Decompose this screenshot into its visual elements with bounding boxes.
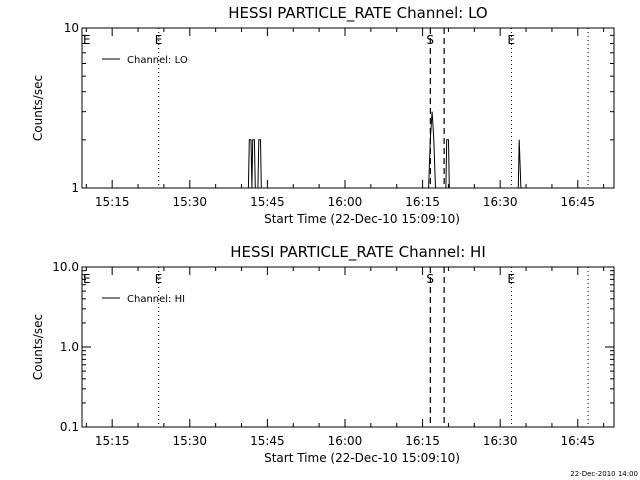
edge-marker-label: E — [83, 33, 91, 47]
x-tick-label: 15:30 — [172, 195, 207, 209]
x-tick-label: 16:30 — [483, 434, 518, 448]
plot-frame — [81, 27, 615, 189]
y-axis-label: Counts/sec — [31, 75, 45, 141]
footer-timestamp: 22-Dec-2010 14:00 — [570, 470, 638, 478]
x-tick-label: 16:30 — [483, 195, 518, 209]
edge-marker-label: E — [83, 272, 91, 286]
x-tick-label: 16:15 — [405, 434, 440, 448]
marker-label: E — [155, 33, 163, 47]
y-tick-label: 1.0 — [60, 340, 79, 354]
x-tick-label: 16:00 — [328, 195, 363, 209]
x-tick-label: 15:45 — [250, 434, 285, 448]
plot-frame — [81, 266, 615, 428]
y-axis-label: Counts/sec — [31, 314, 45, 380]
x-tick-label: 15:30 — [172, 434, 207, 448]
y-tick-label: 10 — [64, 21, 79, 35]
x-axis-label: Start Time (22-Dec-10 15:09:10) — [264, 451, 460, 465]
legend-label: Channel: LO — [127, 55, 188, 66]
legend-label: Channel: HI — [127, 294, 185, 305]
x-axis-label: Start Time (22-Dec-10 15:09:10) — [264, 212, 460, 226]
x-tick-label: 15:15 — [95, 195, 130, 209]
chart-title: HESSI PARTICLE_RATE Channel: LO — [228, 4, 487, 23]
marker-label: S — [426, 272, 434, 286]
y-tick-label: 10.0 — [52, 260, 79, 274]
x-tick-label: 16:45 — [560, 195, 595, 209]
x-tick-label: 15:45 — [250, 195, 285, 209]
y-tick-label: 0.1 — [60, 420, 79, 434]
x-tick-label: 16:45 — [560, 434, 595, 448]
marker-label: E — [507, 272, 515, 286]
chart-title: HESSI PARTICLE_RATE Channel: HI — [230, 243, 486, 262]
x-tick-label: 16:00 — [328, 434, 363, 448]
x-tick-label: 16:15 — [405, 195, 440, 209]
y-tick-label: 1 — [71, 181, 79, 195]
marker-label: E — [507, 33, 515, 47]
marker-label: S — [426, 33, 434, 47]
series-line — [82, 111, 614, 189]
marker-label: E — [155, 272, 163, 286]
x-tick-label: 15:15 — [95, 434, 130, 448]
